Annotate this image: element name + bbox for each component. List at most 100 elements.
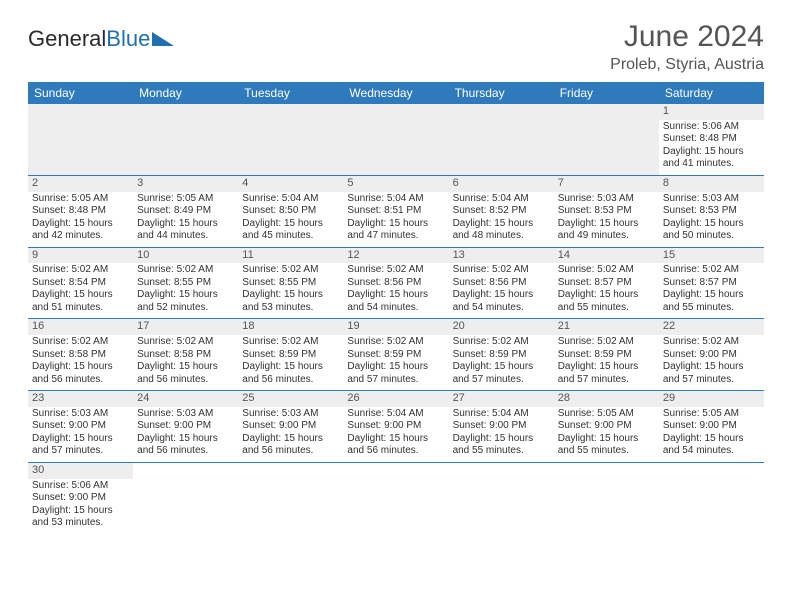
- title-block: June 2024 Proleb, Styria, Austria: [610, 20, 764, 74]
- sunset-line: Sunset: 9:00 PM: [137, 420, 234, 433]
- day-number: 15: [659, 248, 764, 264]
- sunset-line: Sunset: 8:50 PM: [242, 205, 339, 218]
- daylight-line: Daylight: 15 hours and 56 minutes.: [137, 361, 234, 386]
- day-info: Sunrise: 5:05 AMSunset: 8:49 PMDaylight:…: [137, 193, 234, 243]
- month-title: June 2024: [610, 20, 764, 54]
- calendar-day-cell: 23Sunrise: 5:03 AMSunset: 9:00 PMDayligh…: [28, 391, 133, 463]
- calendar-day-cell: [28, 104, 133, 175]
- day-info: Sunrise: 5:05 AMSunset: 9:00 PMDaylight:…: [663, 408, 760, 458]
- sunset-line: Sunset: 8:49 PM: [137, 205, 234, 218]
- calendar-day-cell: 22Sunrise: 5:02 AMSunset: 9:00 PMDayligh…: [659, 319, 764, 391]
- sunrise-line: Sunrise: 5:04 AM: [453, 408, 550, 421]
- calendar-day-cell: [133, 462, 238, 533]
- day-number: 16: [28, 319, 133, 335]
- calendar-day-cell: 3Sunrise: 5:05 AMSunset: 8:49 PMDaylight…: [133, 175, 238, 247]
- day-number: 9: [28, 248, 133, 264]
- sunset-line: Sunset: 8:48 PM: [663, 133, 760, 146]
- sunset-line: Sunset: 8:48 PM: [32, 205, 129, 218]
- day-number: 8: [659, 176, 764, 192]
- sunset-line: Sunset: 8:54 PM: [32, 277, 129, 290]
- brand-triangle-icon: [152, 26, 174, 52]
- day-info: Sunrise: 5:05 AMSunset: 8:48 PMDaylight:…: [32, 193, 129, 243]
- day-number: 19: [343, 319, 448, 335]
- sunrise-line: Sunrise: 5:02 AM: [32, 336, 129, 349]
- sunset-line: Sunset: 8:56 PM: [347, 277, 444, 290]
- calendar-day-cell: 8Sunrise: 5:03 AMSunset: 8:53 PMDaylight…: [659, 175, 764, 247]
- daylight-line: Daylight: 15 hours and 55 minutes.: [558, 433, 655, 458]
- daylight-line: Daylight: 15 hours and 57 minutes.: [347, 361, 444, 386]
- calendar-day-cell: 25Sunrise: 5:03 AMSunset: 9:00 PMDayligh…: [238, 391, 343, 463]
- sunrise-line: Sunrise: 5:03 AM: [32, 408, 129, 421]
- sunset-line: Sunset: 8:53 PM: [663, 205, 760, 218]
- calendar-day-cell: [554, 462, 659, 533]
- day-number: 28: [554, 391, 659, 407]
- sunrise-line: Sunrise: 5:04 AM: [347, 408, 444, 421]
- daylight-line: Daylight: 15 hours and 57 minutes.: [558, 361, 655, 386]
- sunrise-line: Sunrise: 5:02 AM: [242, 336, 339, 349]
- calendar-week-row: 1Sunrise: 5:06 AMSunset: 8:48 PMDaylight…: [28, 104, 764, 175]
- calendar-day-cell: 14Sunrise: 5:02 AMSunset: 8:57 PMDayligh…: [554, 247, 659, 319]
- sunrise-line: Sunrise: 5:02 AM: [663, 336, 760, 349]
- sunrise-line: Sunrise: 5:02 AM: [453, 336, 550, 349]
- day-number: 2: [28, 176, 133, 192]
- sunset-line: Sunset: 8:52 PM: [453, 205, 550, 218]
- day-number: 18: [238, 319, 343, 335]
- day-number: 29: [659, 391, 764, 407]
- daylight-line: Daylight: 15 hours and 56 minutes.: [32, 361, 129, 386]
- brand-logo: GeneralBlue: [28, 20, 174, 52]
- sunset-line: Sunset: 8:56 PM: [453, 277, 550, 290]
- daylight-line: Daylight: 15 hours and 51 minutes.: [32, 289, 129, 314]
- header: GeneralBlue June 2024 Proleb, Styria, Au…: [28, 20, 764, 74]
- sunset-line: Sunset: 8:59 PM: [453, 349, 550, 362]
- day-number: 27: [449, 391, 554, 407]
- sunset-line: Sunset: 8:59 PM: [347, 349, 444, 362]
- sunrise-line: Sunrise: 5:02 AM: [558, 336, 655, 349]
- daylight-line: Daylight: 15 hours and 56 minutes.: [242, 361, 339, 386]
- sunset-line: Sunset: 8:57 PM: [663, 277, 760, 290]
- day-info: Sunrise: 5:03 AMSunset: 9:00 PMDaylight:…: [32, 408, 129, 458]
- day-info: Sunrise: 5:02 AMSunset: 8:54 PMDaylight:…: [32, 264, 129, 314]
- day-number: 20: [449, 319, 554, 335]
- sunset-line: Sunset: 8:57 PM: [558, 277, 655, 290]
- sunrise-line: Sunrise: 5:06 AM: [663, 121, 760, 134]
- daylight-line: Daylight: 15 hours and 53 minutes.: [242, 289, 339, 314]
- day-number: 17: [133, 319, 238, 335]
- daylight-line: Daylight: 15 hours and 41 minutes.: [663, 146, 760, 171]
- day-number: 14: [554, 248, 659, 264]
- day-info: Sunrise: 5:06 AMSunset: 8:48 PMDaylight:…: [663, 121, 760, 171]
- sunrise-line: Sunrise: 5:02 AM: [347, 264, 444, 277]
- sunset-line: Sunset: 9:00 PM: [453, 420, 550, 433]
- sunset-line: Sunset: 8:59 PM: [558, 349, 655, 362]
- day-info: Sunrise: 5:02 AMSunset: 8:58 PMDaylight:…: [137, 336, 234, 386]
- calendar-day-cell: 11Sunrise: 5:02 AMSunset: 8:55 PMDayligh…: [238, 247, 343, 319]
- day-number: 3: [133, 176, 238, 192]
- day-number: 22: [659, 319, 764, 335]
- sunrise-line: Sunrise: 5:04 AM: [347, 193, 444, 206]
- daylight-line: Daylight: 15 hours and 56 minutes.: [347, 433, 444, 458]
- brand-part2: Blue: [106, 26, 150, 52]
- calendar-day-cell: 27Sunrise: 5:04 AMSunset: 9:00 PMDayligh…: [449, 391, 554, 463]
- day-number: 1: [659, 104, 764, 120]
- sunset-line: Sunset: 9:00 PM: [32, 492, 129, 505]
- calendar-day-cell: 5Sunrise: 5:04 AMSunset: 8:51 PMDaylight…: [343, 175, 448, 247]
- day-info: Sunrise: 5:04 AMSunset: 8:52 PMDaylight:…: [453, 193, 550, 243]
- sunset-line: Sunset: 9:00 PM: [347, 420, 444, 433]
- calendar-table: Sunday Monday Tuesday Wednesday Thursday…: [28, 82, 764, 534]
- calendar-day-cell: 28Sunrise: 5:05 AMSunset: 9:00 PMDayligh…: [554, 391, 659, 463]
- calendar-day-cell: 7Sunrise: 5:03 AMSunset: 8:53 PMDaylight…: [554, 175, 659, 247]
- calendar-day-cell: [659, 462, 764, 533]
- sunset-line: Sunset: 8:55 PM: [242, 277, 339, 290]
- daylight-line: Daylight: 15 hours and 50 minutes.: [663, 218, 760, 243]
- day-number: 26: [343, 391, 448, 407]
- daylight-line: Daylight: 15 hours and 57 minutes.: [32, 433, 129, 458]
- weekday-header: Monday: [133, 82, 238, 104]
- sunset-line: Sunset: 8:53 PM: [558, 205, 655, 218]
- sunset-line: Sunset: 8:55 PM: [137, 277, 234, 290]
- calendar-day-cell: [554, 104, 659, 175]
- calendar-day-cell: 20Sunrise: 5:02 AMSunset: 8:59 PMDayligh…: [449, 319, 554, 391]
- day-number: 25: [238, 391, 343, 407]
- weekday-header: Sunday: [28, 82, 133, 104]
- sunset-line: Sunset: 9:00 PM: [558, 420, 655, 433]
- daylight-line: Daylight: 15 hours and 42 minutes.: [32, 218, 129, 243]
- sunrise-line: Sunrise: 5:05 AM: [137, 193, 234, 206]
